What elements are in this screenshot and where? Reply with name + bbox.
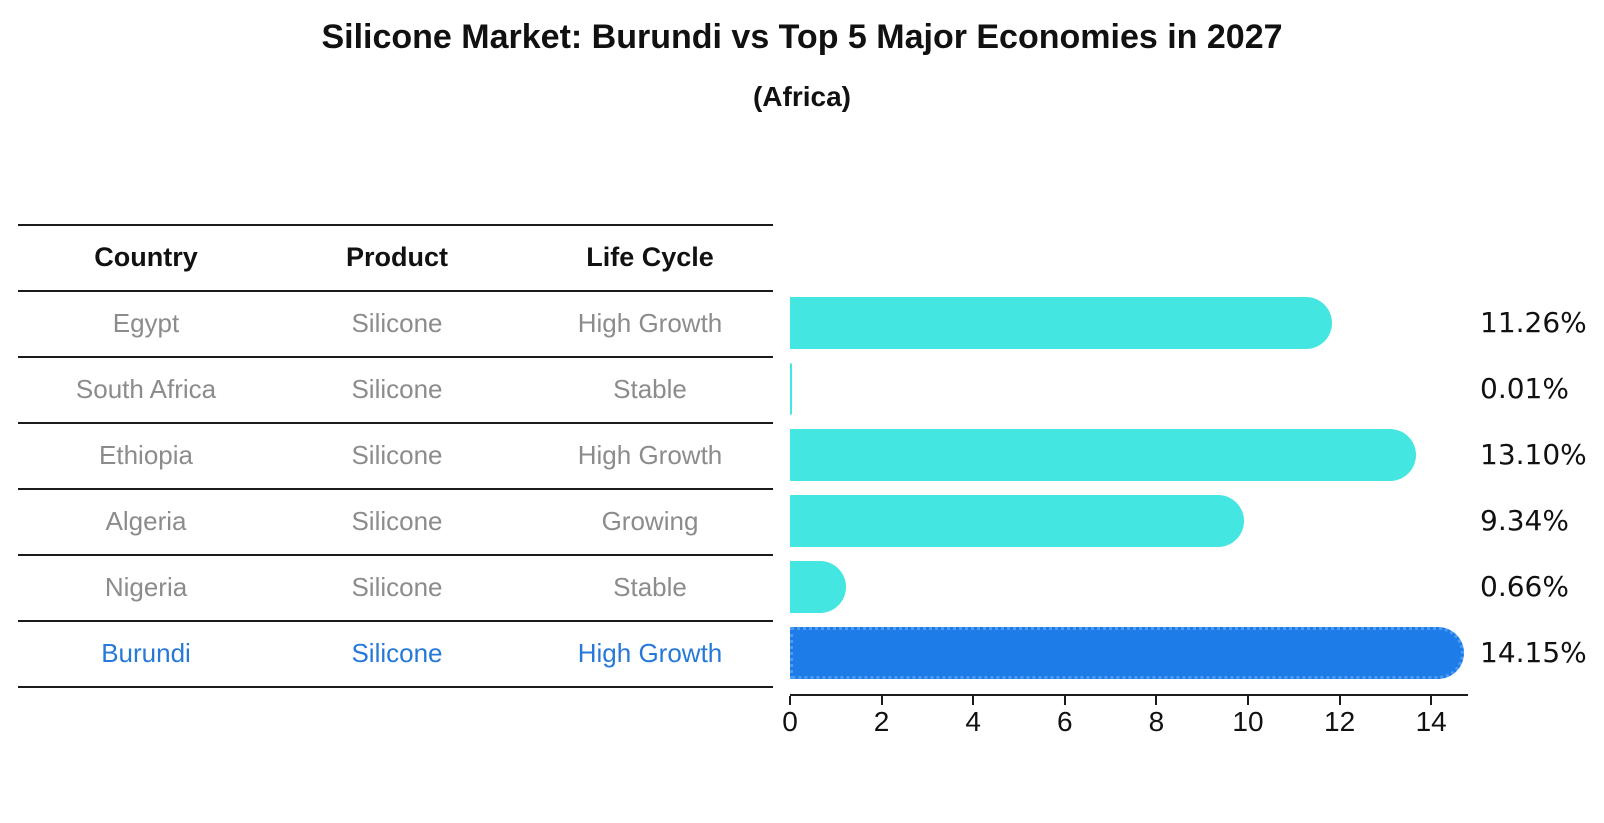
x-tick [1430, 696, 1433, 705]
bar [790, 495, 1244, 547]
bar-highlight [790, 627, 1465, 679]
bar-value-label: 14.15% [1480, 636, 1587, 669]
bar-value-label: 11.26% [1480, 306, 1587, 339]
table-bottom-line [18, 686, 773, 688]
x-tick [1247, 696, 1249, 705]
table-header-product: Product [345, 242, 449, 272]
row-separator-line [18, 422, 773, 424]
table-header-line [18, 290, 773, 292]
table-cell-country: Egypt [112, 308, 180, 338]
table-top-line [18, 224, 773, 226]
x-tick-label: 4 [965, 706, 981, 737]
bar-value-label: 9.34% [1480, 504, 1569, 537]
bar [790, 363, 792, 415]
x-tick-label: 6 [1057, 706, 1073, 737]
table-cell-product: Silicone [351, 440, 443, 470]
x-tick-label: 2 [873, 706, 890, 737]
table-cell-product: Silicone [351, 572, 443, 602]
table-row: Egypt Silicone High Growth [0, 307, 773, 339]
bar [790, 429, 1416, 481]
bar-value-label: 0.01% [1480, 372, 1569, 405]
table-cell-product: Silicone [351, 308, 443, 338]
bar [790, 297, 1332, 349]
table-cell-lifecycle: High Growth [577, 308, 723, 338]
table-cell-country: Burundi [101, 638, 191, 668]
x-tick-label: 12 [1324, 706, 1356, 737]
table-cell-product: Silicone [351, 638, 443, 668]
table-cell-country: Ethiopia [99, 440, 193, 470]
bar-value-label: 13.10% [1480, 438, 1587, 471]
bar [790, 561, 847, 613]
row-separator-line [18, 620, 773, 622]
row-separator-line [18, 356, 773, 358]
table-cell-lifecycle: High Growth [577, 638, 723, 668]
row-separator-line [18, 554, 773, 556]
table-cell-country: Algeria [105, 506, 187, 536]
table-header-lifecycle: Life Cycle [586, 242, 714, 272]
chart-title: Silicone Market: Burundi vs Top 5 Major … [321, 18, 1283, 56]
table-header-country: Country [94, 242, 198, 272]
x-tick [1155, 696, 1158, 705]
table-cell-country: South Africa [75, 374, 217, 404]
table-cell-lifecycle: Growing [601, 506, 699, 536]
table-cell-product: Silicone [351, 374, 443, 404]
row-separator-line [18, 488, 773, 490]
x-tick-label: 0 [782, 706, 798, 737]
table-row: South Africa Silicone Stable [0, 373, 773, 405]
x-tick-label: 14 [1415, 706, 1447, 737]
table-row: Nigeria Silicone Stable [0, 571, 773, 603]
x-tick [1338, 696, 1341, 705]
table-cell-lifecycle: High Growth [577, 440, 723, 470]
x-tick [972, 696, 975, 705]
x-tick [1063, 696, 1066, 705]
x-axis-line [790, 694, 1468, 696]
x-tick-label: 10 [1232, 706, 1264, 737]
table-row: Algeria Silicone Growing [0, 505, 773, 537]
x-tick-label: 8 [1148, 706, 1165, 737]
x-tick [789, 696, 791, 705]
table-row: Ethiopia Silicone High Growth [0, 439, 773, 471]
chart-subtitle: (Africa) [752, 81, 851, 112]
table-cell-lifecycle: Stable [613, 374, 687, 404]
x-tick [880, 696, 883, 705]
table-row: Burundi Silicone High Growth [0, 637, 773, 669]
table-cell-country: Nigeria [104, 572, 188, 602]
table-cell-product: Silicone [351, 506, 443, 536]
table-cell-lifecycle: Stable [613, 572, 687, 602]
bar-value-label: 0.66% [1480, 570, 1569, 603]
